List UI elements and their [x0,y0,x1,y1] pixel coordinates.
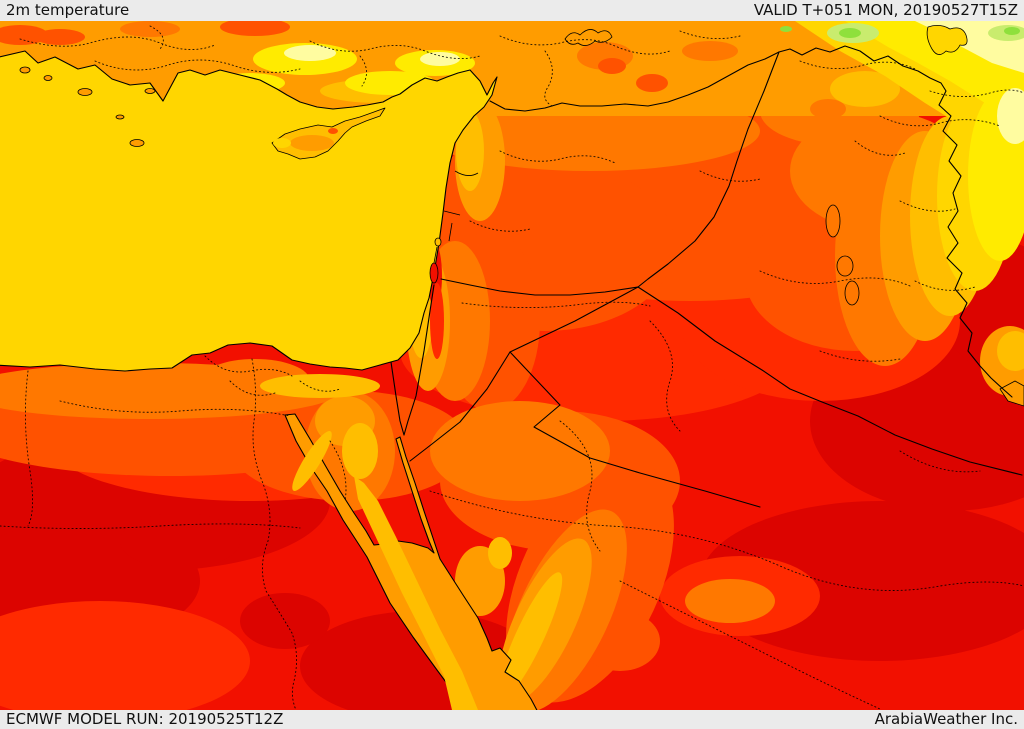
nile-river [251,358,297,710]
credit-label: ArabiaWeather Inc. [874,710,1018,728]
persian-gulf-tip [999,380,1024,407]
red-sea-warm-core [354,476,478,710]
red-sea [284,413,538,710]
country-borders [390,45,1023,508]
temperature-field [0,21,1024,710]
syria-iraq-border [637,51,780,288]
footer-bar: ECMWF MODEL RUN: 20190525T12Z ArabiaWeat… [0,710,1024,729]
golan-line [448,222,453,242]
turkey-lake [564,29,613,46]
aegean-islands [19,66,156,147]
dead-sea [429,262,439,284]
lebanon-syria-border [454,170,479,176]
mediterranean-sea [0,50,498,372]
sea-of-galilee [434,237,442,247]
northeast-lake [926,25,968,55]
turkey-syria-border [489,51,780,112]
iraq-lake-tharthar [825,204,841,238]
admin-borders [0,25,1024,710]
israel-jordan-border [403,284,435,436]
turkey-iraq-iran-border [778,45,1013,398]
jordan-iraq-border [509,286,639,353]
page-title: 2m temperature [6,1,130,19]
model-run-label: ECMWF MODEL RUN: 20190525T12Z [6,710,284,728]
weather-map [0,21,1024,710]
valid-time-label: VALID T+051 MON, 20190527T15Z [753,1,1018,19]
title-bar: 2m temperature VALID T+051 MON, 20190527… [0,0,1024,21]
jordan-saudi-border [409,351,761,508]
iraq-saudi-border [637,286,1023,476]
water-bodies [0,25,1024,710]
gulf-of-suez-core [292,431,332,491]
temperature-map-svg [0,21,1024,710]
israel-egypt-border [390,361,405,436]
iraq-lake-habbaniyah [836,255,854,277]
syria-jordan-border [440,278,639,296]
jordan-river [433,246,438,264]
iraq-lake-razzaza [844,280,860,306]
cyprus-island [271,107,386,160]
israel-lebanon-border [443,210,461,216]
